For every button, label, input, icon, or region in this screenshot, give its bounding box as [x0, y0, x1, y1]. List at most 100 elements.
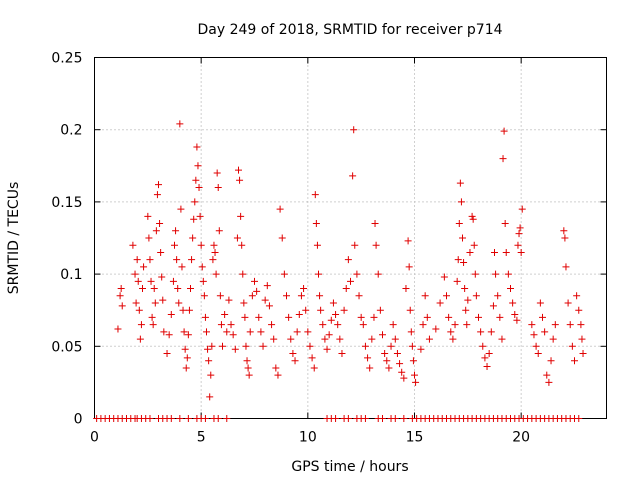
data-point — [511, 311, 519, 319]
data-point — [231, 345, 239, 353]
data-point — [383, 357, 391, 365]
data-point — [440, 273, 448, 281]
data-point — [144, 212, 152, 220]
data-point — [457, 198, 465, 206]
data-point — [425, 335, 433, 343]
data-point — [147, 277, 155, 285]
data-point — [204, 345, 212, 353]
data-point — [261, 296, 269, 304]
data-point — [188, 256, 196, 264]
data-point — [317, 306, 325, 314]
data-point — [270, 335, 278, 343]
data-point — [300, 285, 308, 293]
data-point — [283, 292, 290, 300]
data-point — [325, 331, 333, 339]
data-point — [532, 342, 540, 350]
data-point — [152, 227, 160, 235]
data-point — [242, 342, 250, 350]
data-point — [263, 282, 271, 290]
data-point — [381, 350, 389, 358]
data-point — [193, 143, 201, 151]
data-point — [198, 263, 206, 271]
data-point — [514, 241, 522, 249]
data-point — [479, 342, 487, 350]
data-point — [184, 415, 192, 422]
data-point — [516, 224, 524, 232]
data-point — [501, 220, 509, 228]
data-point — [172, 227, 180, 235]
data-point — [340, 306, 348, 314]
data-point — [174, 285, 182, 293]
data-point — [454, 256, 462, 264]
data-point — [276, 205, 284, 213]
data-point — [332, 311, 340, 319]
data-point — [129, 241, 137, 249]
data-point — [573, 292, 581, 300]
data-point — [160, 328, 168, 336]
data-point — [564, 299, 572, 307]
data-point — [468, 212, 476, 220]
data-point — [214, 415, 222, 422]
data-point — [463, 321, 471, 329]
data-point — [489, 302, 497, 310]
data-point — [274, 371, 282, 379]
data-point — [183, 354, 191, 362]
data-point — [432, 325, 440, 333]
data-point — [393, 350, 401, 358]
data-point — [167, 311, 175, 319]
y-axis-label: SRMTID / TECUs — [6, 182, 22, 295]
data-point — [209, 256, 217, 264]
data-point — [402, 285, 410, 293]
y-tick-label: 0.1 — [60, 267, 82, 283]
data-point — [187, 285, 194, 293]
data-point — [405, 263, 413, 271]
data-point — [259, 342, 267, 350]
data-point — [163, 350, 171, 358]
data-point — [408, 342, 416, 350]
data-point — [575, 306, 583, 314]
data-point — [469, 215, 477, 223]
data-point — [357, 313, 365, 321]
data-point — [407, 328, 415, 336]
data-point — [146, 256, 154, 264]
x-axis-label: GPS time / hours — [291, 459, 408, 475]
data-point — [241, 313, 249, 321]
data-point — [137, 321, 145, 329]
y-tick-label: 0 — [74, 412, 83, 428]
data-point — [451, 321, 459, 329]
data-point — [412, 378, 420, 386]
data-point — [336, 335, 344, 343]
data-point — [327, 316, 335, 324]
data-point — [233, 234, 241, 242]
data-point — [197, 241, 205, 249]
data-point — [132, 299, 140, 307]
data-point — [216, 292, 224, 300]
data-point — [229, 331, 237, 339]
data-point — [366, 364, 374, 372]
data-point — [251, 277, 258, 285]
data-point — [312, 220, 320, 228]
data-point — [176, 415, 184, 422]
data-point — [182, 364, 190, 372]
data-point — [135, 306, 143, 314]
x-tick-label: 5 — [197, 430, 206, 446]
data-point — [214, 183, 222, 191]
data-point — [225, 296, 233, 304]
data-point — [227, 321, 235, 329]
data-point — [561, 234, 569, 242]
data-point — [515, 230, 523, 238]
data-point — [212, 270, 220, 278]
data-point — [349, 172, 357, 180]
data-point — [253, 287, 261, 295]
data-point — [334, 321, 342, 329]
data-point — [347, 277, 354, 285]
data-point — [136, 335, 144, 343]
data-point — [302, 306, 310, 314]
data-point — [471, 270, 479, 278]
data-point — [207, 371, 215, 379]
data-point — [391, 335, 399, 343]
data-point — [498, 335, 506, 343]
data-point — [189, 234, 197, 242]
data-point — [157, 248, 165, 256]
data-point — [139, 285, 146, 293]
